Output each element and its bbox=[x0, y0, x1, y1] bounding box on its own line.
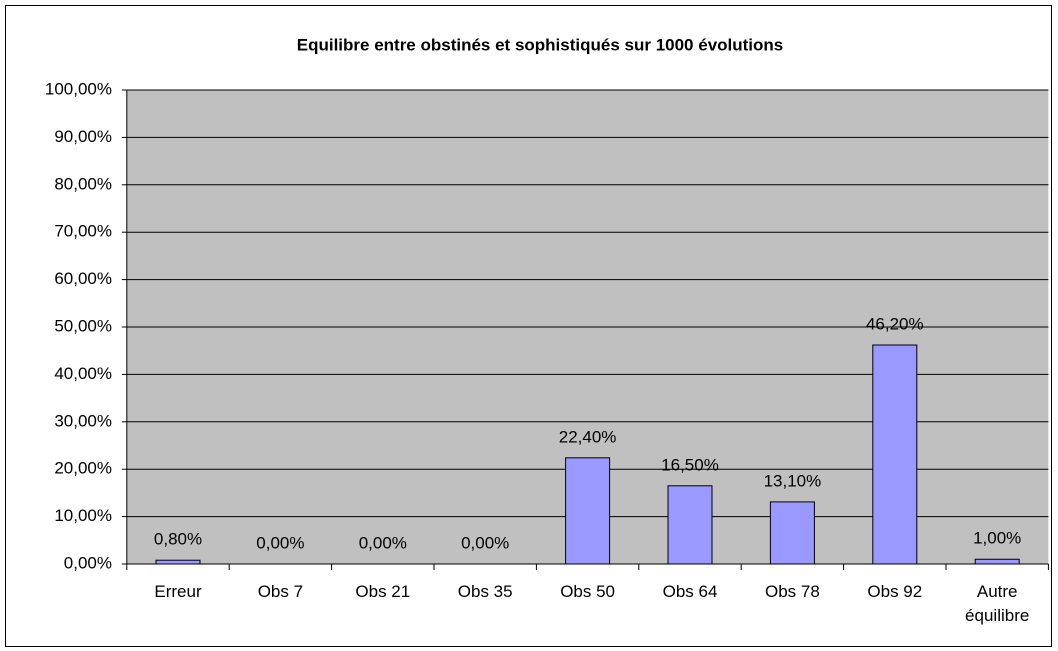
value-label: 22,40% bbox=[559, 427, 617, 446]
y-tick-label: 90,00% bbox=[54, 127, 112, 146]
bar bbox=[155, 559, 201, 565]
y-tick-label: 0,00% bbox=[64, 553, 112, 572]
y-tick-label: 70,00% bbox=[54, 222, 112, 241]
x-tick-label: Obs 21 bbox=[355, 582, 411, 601]
y-tick-label: 30,00% bbox=[54, 411, 112, 430]
value-label: 13,10% bbox=[764, 471, 822, 490]
y-tick-label: 60,00% bbox=[54, 269, 112, 288]
value-label: 0,00% bbox=[256, 533, 304, 552]
x-tick-label: Obs 7 bbox=[257, 582, 304, 601]
bar bbox=[872, 344, 918, 565]
y-tick-label: 40,00% bbox=[54, 364, 112, 383]
value-label: 16,50% bbox=[661, 455, 719, 474]
value-label: 46,20% bbox=[866, 314, 924, 333]
value-label: 0,00% bbox=[359, 533, 407, 552]
x-tick-label: Obs 35 bbox=[457, 582, 513, 601]
y-tick-label: 50,00% bbox=[54, 316, 112, 335]
x-tick-label: Erreur bbox=[154, 582, 202, 601]
bar bbox=[667, 485, 713, 565]
value-label: 0,00% bbox=[461, 533, 509, 552]
chart-title: Equilibre entre obstinés et sophistiqués… bbox=[297, 35, 784, 54]
y-tick-label: 10,00% bbox=[54, 506, 112, 525]
bar bbox=[974, 558, 1020, 565]
value-label: 1,00% bbox=[973, 529, 1021, 548]
x-tick-label: Autre équilibre bbox=[965, 582, 1030, 625]
value-label: 0,80% bbox=[154, 530, 202, 549]
y-tick-label: 80,00% bbox=[54, 174, 112, 193]
x-tick-label: Obs 92 bbox=[867, 582, 923, 601]
y-tick-label: 100,00% bbox=[45, 79, 112, 98]
bar bbox=[769, 501, 815, 565]
bar bbox=[565, 457, 611, 565]
x-tick-label: Obs 50 bbox=[560, 582, 615, 601]
y-tick-label: 20,00% bbox=[54, 459, 112, 478]
x-tick-label: Obs 64 bbox=[662, 582, 718, 601]
x-tick-label: Obs 78 bbox=[764, 582, 820, 601]
